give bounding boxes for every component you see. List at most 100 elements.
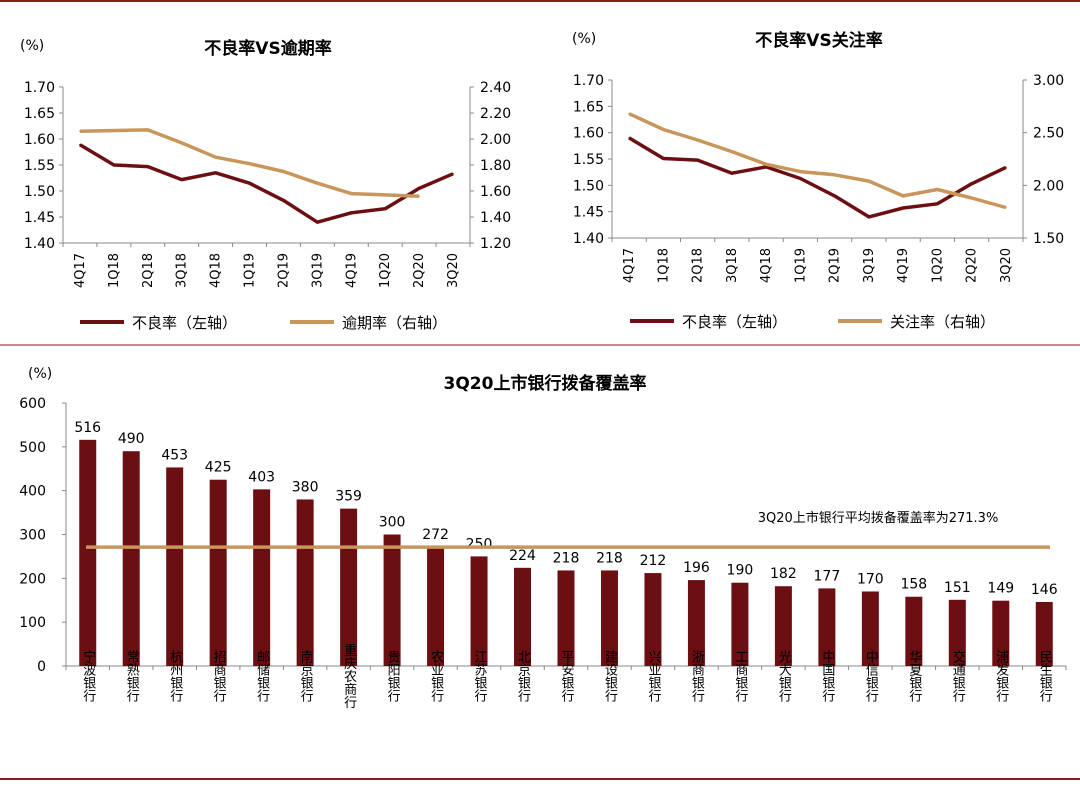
chart3-x-tick-label: 邮储银行	[254, 650, 270, 703]
chart2-x-tick-label: 1Q18	[656, 248, 671, 283]
chart2-series-1-point	[936, 202, 939, 205]
chart2-y-right-tick-label: 2.50	[1033, 126, 1064, 142]
chart3-data-label: 177	[814, 568, 841, 584]
chart3-x-tick-label: 贵阳银行	[385, 650, 401, 703]
chart2-series-1-point	[696, 159, 699, 161]
chart2-x-tick-label: 2Q18	[691, 248, 706, 283]
chart2-series-1-point	[1005, 166, 1007, 169]
chart3-bar	[166, 467, 184, 666]
chart3-x-tick-label: 浦发银行	[993, 650, 1009, 703]
chart2-x-tick-label: 4Q18	[759, 248, 774, 283]
chart3-data-label: 170	[857, 571, 884, 587]
chart3-data-label: 516	[74, 420, 101, 436]
chart1-y-left-tick-label: 1.50	[24, 184, 55, 200]
chart3-bar	[253, 489, 271, 666]
chart1-series-1-point	[316, 221, 319, 223]
chart3-x-tick-label: 常熟银行	[124, 650, 140, 703]
chart1-series-1-point	[418, 187, 420, 190]
chart3-x-tick-label: 民生银行	[1037, 650, 1053, 703]
chart2-series-1-point	[731, 172, 733, 175]
chart3-bar	[818, 588, 836, 666]
chart1-y-left-tick-label: 1.45	[24, 210, 55, 226]
chart3-unit-label: (%)	[28, 366, 52, 382]
chart3-data-label: 196	[683, 560, 710, 576]
chart2-series-2-point	[868, 180, 870, 182]
chart1-x-tick-label: 1Q18	[107, 253, 122, 288]
chart1-y-left-tick-label: 1.70	[24, 80, 55, 96]
chart3-y-tick-label: 500	[19, 440, 46, 456]
chart2-y-left-tick-label: 1.55	[573, 152, 604, 168]
chart3-bar	[687, 580, 705, 666]
chart1-series-1-point	[350, 212, 353, 214]
chart3-x-tick-label: 华夏银行	[906, 650, 922, 703]
chart3-data-label: 158	[900, 577, 927, 593]
chart2-y-right-tick-label: 1.50	[1033, 231, 1064, 247]
chart1-y-left-tick-label: 1.65	[24, 106, 55, 122]
chart3-bar	[731, 582, 749, 666]
chart3-bar	[600, 570, 618, 666]
chart3-data-label: 190	[727, 563, 754, 579]
chart1-y-left-tick-label: 1.55	[24, 158, 55, 174]
chart3-data-label: 425	[205, 460, 232, 476]
chart1-x-tick-label: 3Q18	[175, 253, 190, 288]
chart3-bar	[644, 573, 662, 666]
chart3-bar	[905, 596, 923, 666]
chart3-x-tick-label: 南京银行	[298, 649, 314, 703]
chart3-x-tick-label: 农业银行	[428, 650, 444, 703]
chart3-y-tick-label: 100	[19, 615, 46, 631]
chart1-series-1-point	[113, 164, 115, 166]
chart1-series-1-point	[79, 143, 81, 146]
chart2-x-tick-label: 1Q19	[793, 248, 808, 283]
chart1-series-2-point	[180, 142, 183, 144]
chart3-bar	[209, 479, 227, 666]
chart3-data-label: 212	[640, 553, 667, 569]
chart3-x-tick-label: 光大银行	[776, 650, 792, 703]
chart2-x-tick-label: 3Q18	[725, 248, 740, 283]
chart3-x-tick-label: 兴业银行	[645, 650, 661, 703]
chart2-y-left-tick-label: 1.60	[573, 126, 604, 142]
chart3-bar	[383, 534, 401, 666]
chart3-x-tick-label: 建设银行	[602, 650, 618, 703]
chart1-series-2-point	[418, 195, 420, 197]
chart1-y-right-tick-label: 2.40	[480, 80, 511, 96]
chart3-x-tick-label: 交通银行	[950, 649, 966, 703]
chart3-bar	[1035, 602, 1053, 666]
chart1-x-tick-label: 2Q20	[412, 253, 427, 288]
chart2-legend-label-2: 关注率（右轴）	[890, 313, 995, 331]
chart1-x-tick-label: 4Q19	[344, 253, 359, 288]
chart3-bar	[470, 556, 488, 666]
chart2-series-2-point	[731, 150, 733, 153]
chart3-group: 0 100 200 300 400 500 600 516 490 453 425 403 380 359…	[19, 396, 1067, 710]
chart3-bar	[861, 591, 879, 666]
chart2-legend-label-1: 不良率（左轴）	[682, 313, 787, 331]
chart2-series-line-2	[628, 112, 1007, 210]
chart1-series-2-point	[248, 162, 251, 165]
chart2-x-tick-label: 2Q19	[828, 248, 843, 283]
chart1-series-2-point	[146, 129, 149, 131]
chart1-x-tick-label: 1Q20	[378, 253, 393, 288]
chart2-y-right-tick-label: 2.00	[1033, 178, 1064, 194]
chart3-data-label: 490	[118, 431, 145, 447]
chart1-series-1-point	[214, 172, 217, 174]
chart1-y-right-tick-label: 1.20	[480, 236, 511, 252]
chart1-series-line-2	[79, 128, 420, 198]
chart3-title: 3Q20上市银行拨备覆盖率	[444, 373, 647, 394]
chart3-x-tick-label: 北京银行	[515, 650, 531, 703]
chart3-bar	[427, 546, 445, 666]
chart2-y-left-tick-label: 1.45	[573, 205, 604, 221]
chart1-series-2-point	[79, 130, 81, 132]
chart2-y-left-tick-label: 1.70	[573, 73, 604, 89]
chart1-series-line-1	[79, 143, 454, 224]
chart1-x-tick-label: 2Q18	[141, 253, 156, 288]
chart3-data-label: 300	[379, 515, 406, 531]
chart3-bar	[79, 439, 97, 666]
chart1-y-left-tick-label: 1.40	[24, 236, 55, 252]
chart1-series-2-point	[350, 192, 353, 195]
chart3-bar	[122, 451, 140, 666]
chart2-x-tick-label: 3Q20	[999, 248, 1014, 283]
chart1-x-tick-label: 3Q20	[446, 253, 461, 288]
chart3-x-tick-label: 浙商银行	[689, 650, 705, 703]
chart3-data-label: 149	[987, 581, 1014, 597]
chart1-series-2-point	[282, 170, 285, 173]
chart3-data-label: 250	[466, 536, 493, 552]
